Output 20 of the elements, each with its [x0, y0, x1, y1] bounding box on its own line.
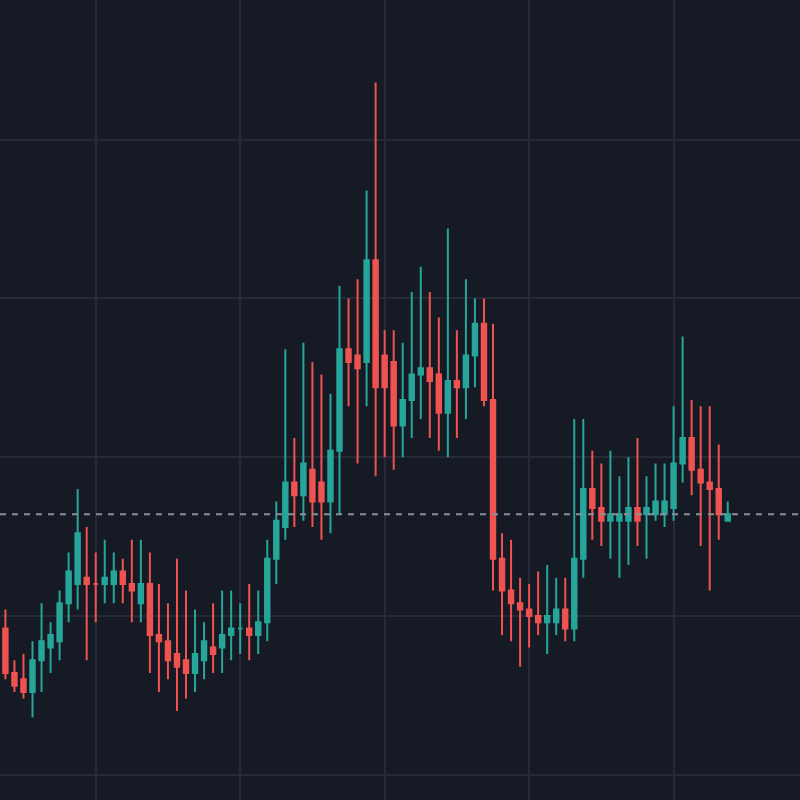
candlestick: [246, 583, 253, 662]
candlestick: [173, 557, 181, 713]
candlestick: [128, 538, 136, 624]
candlestick: [92, 551, 99, 624]
candlestick: [453, 329, 461, 440]
candlestick: [218, 589, 226, 675]
candlestick: [83, 525, 90, 662]
candlestick: [543, 564, 551, 655]
candlestick: [444, 227, 452, 459]
candlestick: [236, 602, 244, 655]
candlestick: [634, 437, 641, 548]
candlestick: [562, 576, 569, 643]
candlestick: [291, 437, 298, 528]
candlestick: [300, 341, 307, 522]
candlestick: [462, 278, 470, 421]
candlestick: [137, 538, 145, 624]
candlestick: [209, 602, 217, 675]
candlestick: [724, 500, 731, 522]
candlestick: [363, 189, 370, 408]
candlestick: [191, 608, 199, 694]
